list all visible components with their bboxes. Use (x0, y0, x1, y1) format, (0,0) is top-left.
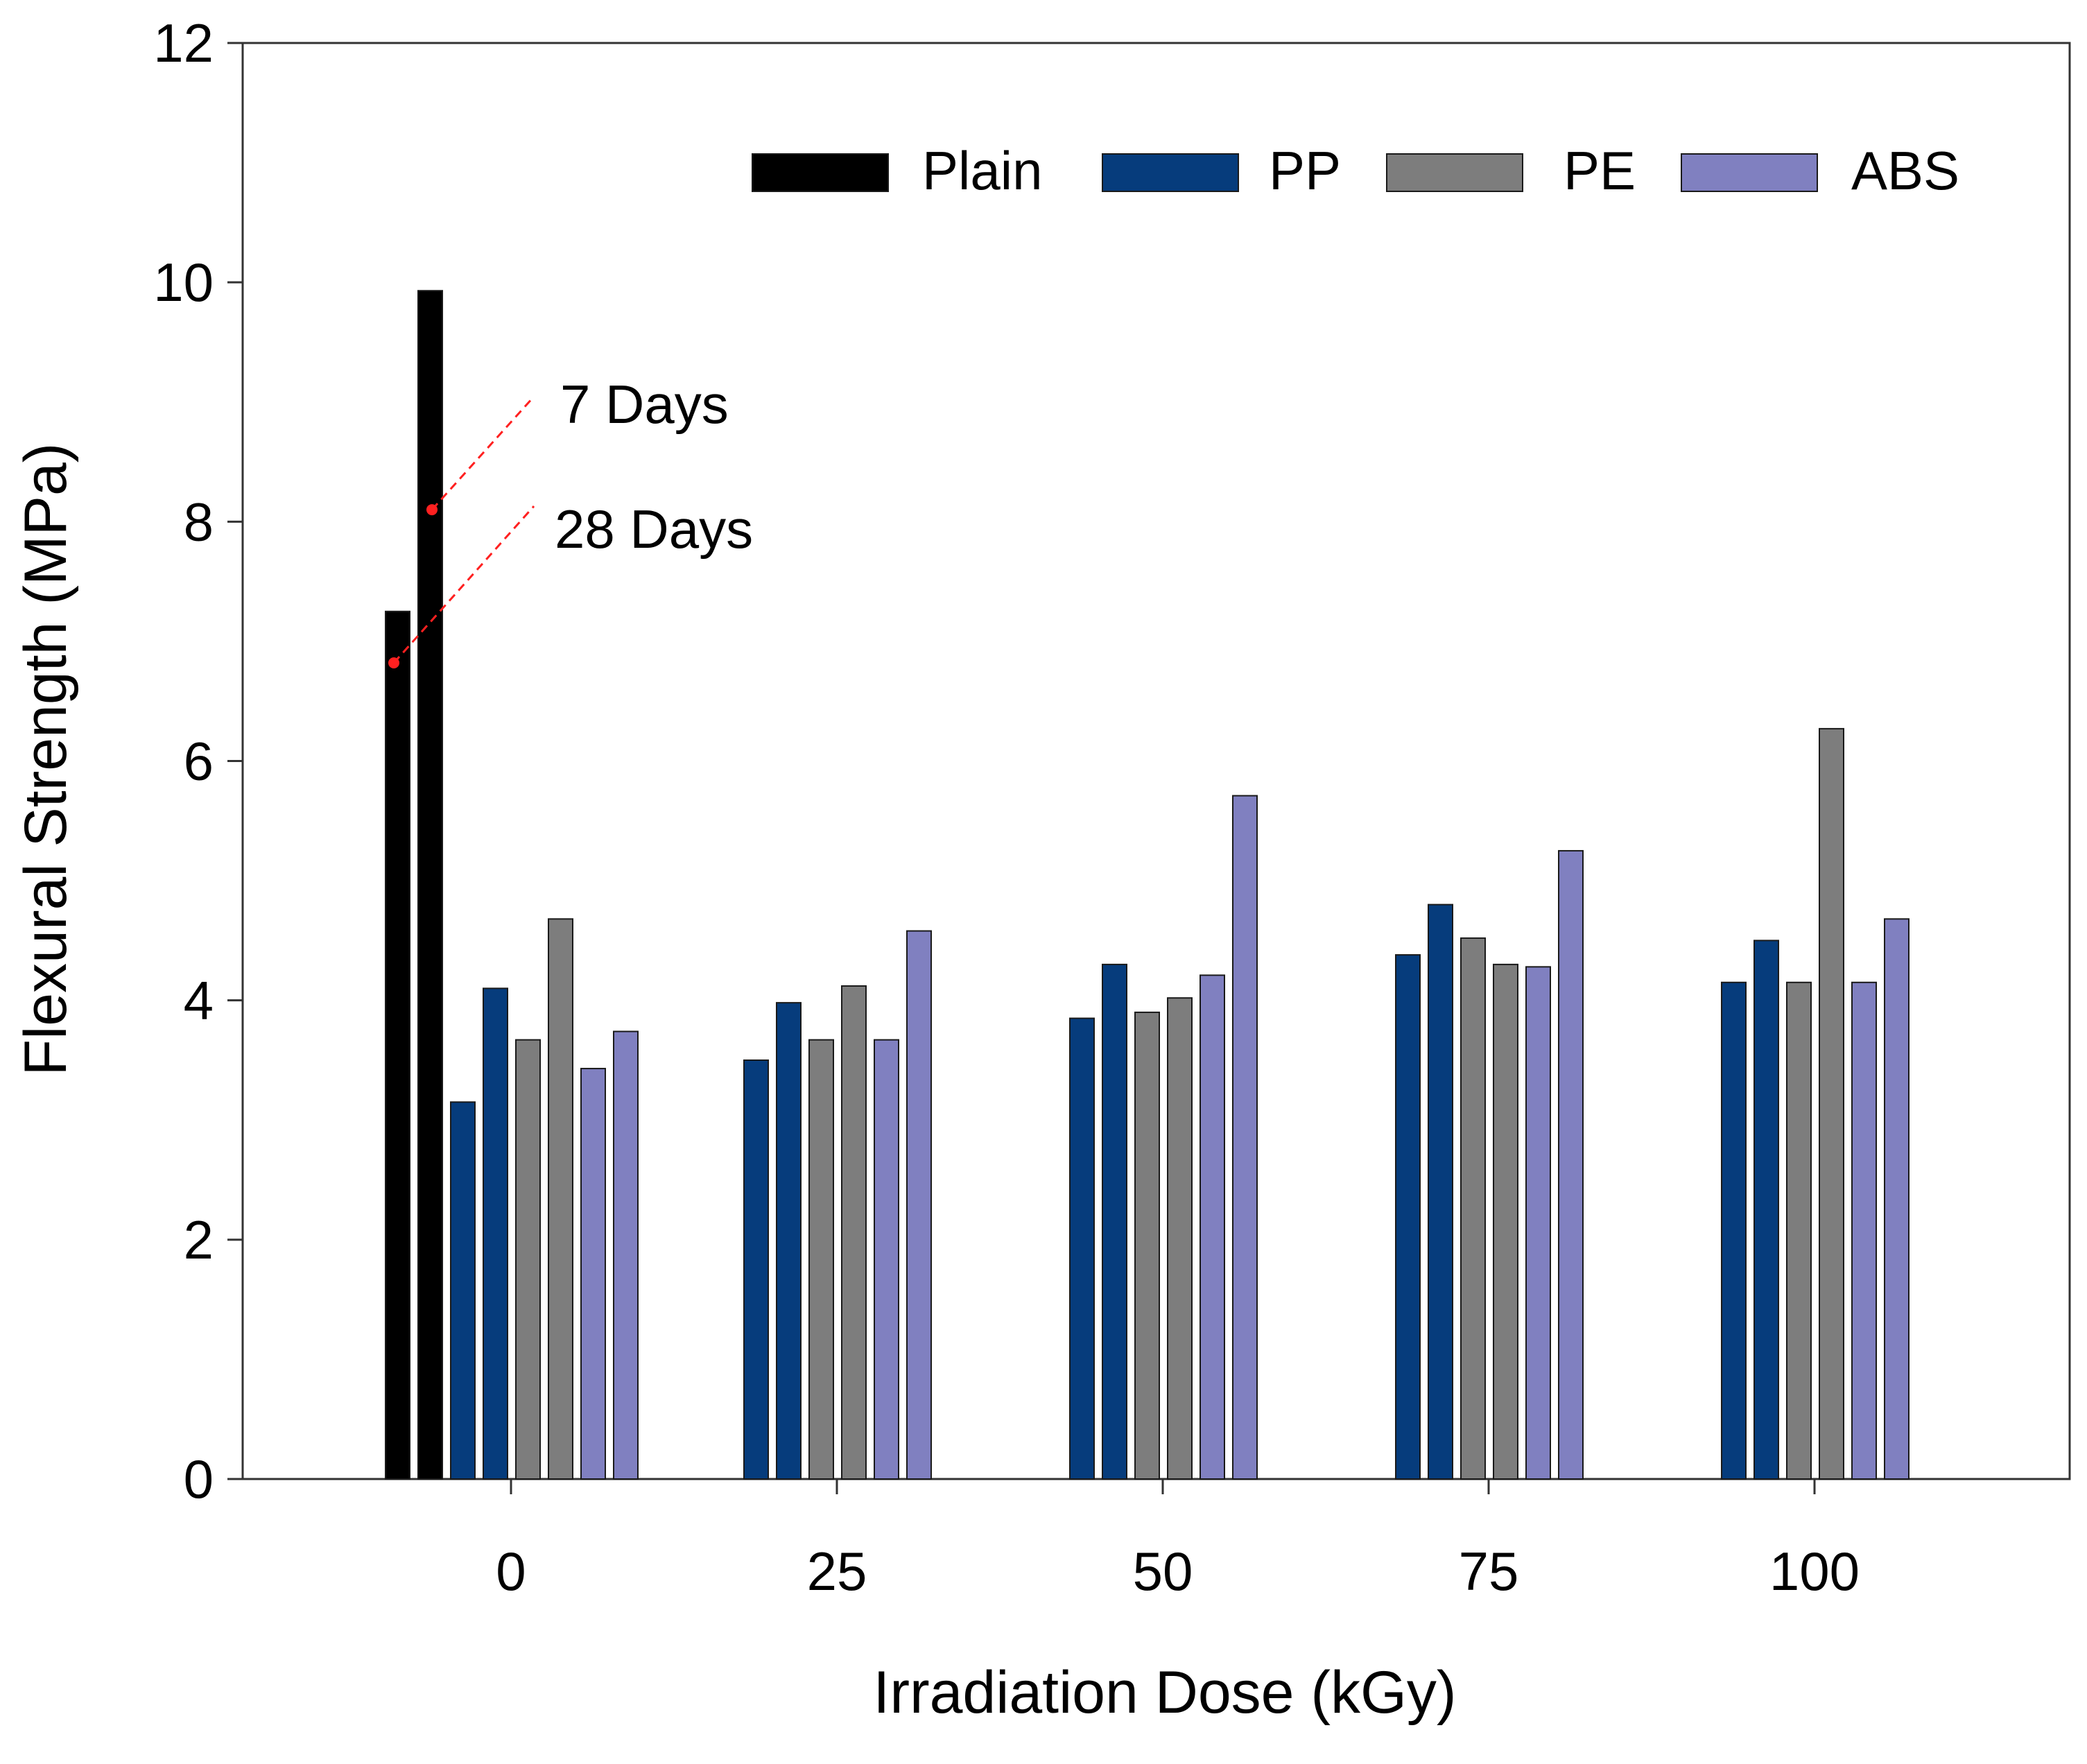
y-tick-label: 0 (184, 1449, 214, 1510)
bar-pp-25-7d (743, 1059, 769, 1480)
bar-plain-0-28d (417, 290, 443, 1480)
legend-label-abs: ABS (1851, 140, 1959, 201)
x-tick-label: 0 (496, 1541, 526, 1602)
bar-abs-100-7d (1851, 981, 1877, 1480)
bar-abs-25-7d (874, 1039, 899, 1480)
legend-swatch-pp (1102, 153, 1239, 192)
bar-abs-50-7d (1200, 974, 1225, 1480)
x-tick-label: 25 (807, 1541, 867, 1602)
bar-abs-100-28d (1884, 918, 1910, 1480)
legend-label-pe: PE (1564, 140, 1636, 201)
x-tick-label: 75 (1459, 1541, 1519, 1602)
bar-abs-50-28d (1232, 795, 1258, 1480)
y-tick-label: 6 (184, 731, 214, 792)
annotation-dot (426, 504, 438, 516)
legend-swatch-plain (752, 153, 889, 192)
bar-pe-75-7d (1460, 937, 1486, 1480)
y-tick-label: 2 (184, 1209, 214, 1270)
bars (385, 290, 1910, 1480)
bar-abs-0-7d (580, 1068, 606, 1480)
bar-pp-25-28d (776, 1002, 802, 1480)
y-axis-label: Flexural Strength (MPa) (12, 443, 79, 1076)
annotation-leader-line (392, 505, 535, 664)
bar-pp-100-7d (1721, 981, 1747, 1480)
y-tick-label: 4 (184, 970, 214, 1031)
legend-swatch-abs (1681, 153, 1818, 192)
bar-pp-0-7d (450, 1101, 476, 1480)
axis-ticks: 0 2 4 6 8 10 12 0 25 50 75 100 (153, 12, 1860, 1602)
y-tick-label: 10 (153, 252, 214, 313)
bar-pp-50-7d (1069, 1017, 1095, 1480)
bar-pe-0-7d (515, 1039, 541, 1480)
bar-pe-0-28d (548, 918, 573, 1480)
bar-pe-100-28d (1819, 727, 1844, 1480)
bar-pp-75-7d (1395, 954, 1421, 1480)
x-axis-label: Irradiation Dose (kGy) (873, 1659, 1456, 1726)
x-tick-label: 50 (1133, 1541, 1193, 1602)
bar-abs-75-28d (1558, 849, 1584, 1480)
x-tick-label: 100 (1769, 1541, 1860, 1602)
bar-abs-75-7d (1525, 966, 1551, 1480)
y-tick-label: 12 (153, 12, 214, 74)
legend-swatch-pe (1386, 153, 1523, 192)
legend-label-pp: PP (1269, 140, 1341, 201)
legend: Plain PP PE ABS (752, 140, 1959, 201)
annotation-label: 7 Days (560, 374, 729, 435)
bar-abs-0-28d (613, 1030, 639, 1480)
annotation-leader-line (431, 395, 535, 511)
bar-pp-100-28d (1753, 940, 1779, 1480)
bar-abs-25-28d (906, 930, 932, 1480)
bar-pp-50-28d (1102, 963, 1127, 1480)
annotations: 7 Days 28 Days (388, 374, 753, 668)
bar-pp-0-28d (483, 987, 508, 1480)
bar-pe-100-7d (1786, 981, 1812, 1480)
bar-plain-0-7d (385, 610, 410, 1480)
bar-pe-75-28d (1493, 963, 1518, 1480)
y-tick-label: 8 (184, 491, 214, 552)
bar-pe-25-28d (841, 985, 867, 1480)
bar-pe-50-28d (1167, 997, 1193, 1480)
legend-label-plain: Plain (922, 140, 1042, 201)
bar-pe-50-7d (1134, 1011, 1160, 1480)
annotation-label: 28 Days (555, 499, 753, 560)
annotation-dot (388, 657, 399, 668)
bar-pe-25-7d (808, 1039, 834, 1480)
bar-pp-75-28d (1428, 903, 1453, 1480)
